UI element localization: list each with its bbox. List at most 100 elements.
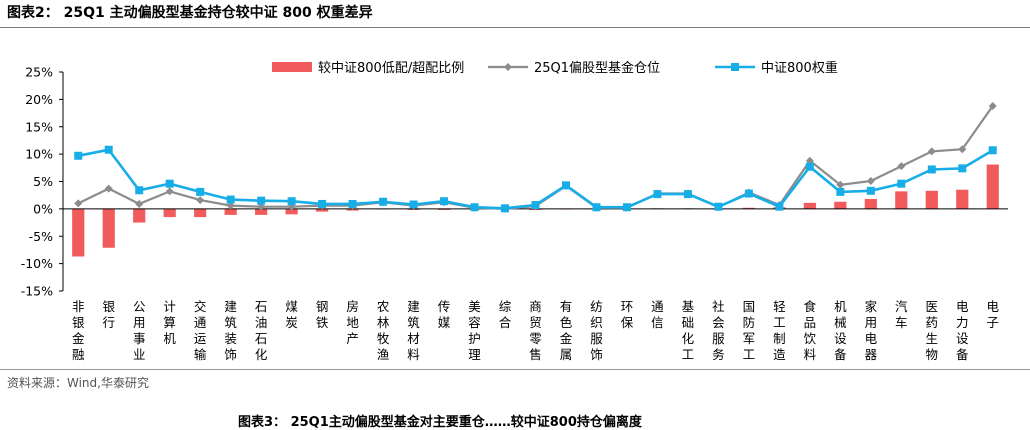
data-point bbox=[897, 162, 906, 171]
x-tick-label: 基础化工 bbox=[682, 299, 695, 362]
bar bbox=[956, 189, 969, 209]
figure-title: 图表2： 25Q1 主动偏股型基金持仓较中证 800 权重差异 bbox=[7, 2, 373, 22]
data-point bbox=[683, 190, 692, 199]
data-point bbox=[988, 146, 997, 155]
data-point bbox=[318, 199, 327, 208]
data-point bbox=[257, 202, 266, 211]
legend-label: 25Q1偏股型基金仓位 bbox=[534, 60, 660, 76]
data-point bbox=[561, 181, 570, 190]
bar bbox=[255, 208, 268, 215]
x-tick-label: 社会服务 bbox=[712, 299, 725, 362]
bar-series bbox=[63, 164, 1008, 257]
bar bbox=[925, 190, 938, 209]
x-tick-label: 钢铁 bbox=[316, 299, 329, 330]
line-series bbox=[74, 101, 997, 213]
x-tick-label: 有色金属 bbox=[560, 299, 573, 362]
x-tick-label: 计算机 bbox=[163, 299, 176, 346]
legend-label: 中证800权重 bbox=[761, 60, 838, 76]
data-point bbox=[104, 145, 113, 154]
series-line bbox=[77, 148, 994, 210]
data-point bbox=[135, 199, 144, 208]
data-point bbox=[805, 156, 814, 165]
bar bbox=[437, 208, 451, 210]
x-tick-label: 石油石化 bbox=[255, 299, 268, 362]
bar bbox=[346, 208, 359, 211]
y-tick-label: -5% bbox=[29, 229, 53, 244]
bar bbox=[864, 199, 877, 209]
x-tick-label: 煤炭 bbox=[285, 299, 298, 330]
bar bbox=[895, 191, 908, 209]
data-point bbox=[866, 186, 875, 195]
data-point bbox=[744, 189, 753, 198]
y-tick-label: 0% bbox=[33, 201, 53, 216]
bar bbox=[316, 208, 329, 212]
legend-item: 25Q1偏股型基金仓位 bbox=[488, 60, 660, 76]
data-point bbox=[927, 165, 936, 174]
x-tick-label: 家用电器 bbox=[865, 299, 878, 362]
x-tick-label: 纺织服饰 bbox=[590, 299, 603, 362]
x-tick-label: 综合 bbox=[499, 299, 512, 330]
index-weight-series bbox=[74, 145, 997, 213]
data-point bbox=[196, 196, 205, 205]
data-point bbox=[958, 164, 967, 173]
legend-item: 较中证800低配/超配比例 bbox=[272, 61, 464, 76]
y-tick-label: 15% bbox=[25, 119, 53, 134]
data-point bbox=[348, 199, 357, 208]
x-tick-label: 公用事业 bbox=[133, 299, 146, 362]
data-point bbox=[531, 201, 540, 210]
x-tick-label: 交通运输 bbox=[194, 299, 207, 362]
x-tick-label: 商贸零售 bbox=[529, 299, 542, 362]
data-point bbox=[226, 201, 235, 210]
y-tick-label: 10% bbox=[25, 147, 53, 162]
bar bbox=[72, 208, 85, 257]
data-point bbox=[287, 197, 296, 206]
data-point bbox=[74, 151, 83, 160]
source-note: 资料来源：Wind,华泰研究 bbox=[7, 376, 149, 390]
x-tick-label: 国防军工 bbox=[743, 299, 756, 362]
legend-item: 中证800权重 bbox=[715, 60, 838, 76]
x-tick-label: 电子 bbox=[987, 299, 1000, 330]
data-point bbox=[775, 202, 784, 211]
x-tick-label: 建筑材料 bbox=[407, 299, 420, 362]
x-tick-label: 机械设备 bbox=[834, 299, 847, 362]
y-tick-label: 5% bbox=[33, 174, 53, 189]
chart: 较中证800低配/超配比例 25Q1偏股型基金仓位 中证800权重 25% 20% 15… bbox=[21, 60, 1008, 362]
x-tick-label: 建筑装饰 bbox=[224, 299, 237, 362]
data-point bbox=[836, 180, 845, 189]
x-tick-label: 房地产 bbox=[346, 299, 359, 346]
y-axis: 25% 20% 15% 10% 5% 0% -5% -10% -15% bbox=[21, 65, 64, 299]
data-point bbox=[440, 197, 449, 206]
data-point bbox=[622, 203, 631, 212]
data-point bbox=[897, 179, 906, 188]
bar bbox=[834, 201, 847, 209]
data-point bbox=[74, 199, 83, 208]
legend-swatch bbox=[272, 62, 312, 72]
bar bbox=[102, 208, 115, 248]
data-point bbox=[836, 187, 845, 196]
footer-divider bbox=[0, 369, 1030, 370]
x-tick-label: 轻工制造 bbox=[773, 299, 786, 362]
data-point bbox=[196, 187, 205, 196]
data-point bbox=[104, 184, 113, 193]
data-point bbox=[257, 196, 266, 205]
data-point bbox=[409, 200, 418, 209]
legend-marker bbox=[504, 63, 512, 71]
data-point bbox=[958, 145, 967, 154]
figure-title-text: 25Q1 主动偏股型基金持仓较中证 800 权重差异 bbox=[63, 5, 373, 21]
title-divider bbox=[0, 27, 1030, 28]
legend-label: 较中证800低配/超配比例 bbox=[318, 61, 464, 76]
data-point bbox=[653, 190, 662, 199]
bar bbox=[742, 207, 755, 209]
data-point bbox=[501, 204, 510, 213]
data-point bbox=[714, 202, 723, 211]
data-point bbox=[805, 162, 814, 171]
data-point bbox=[165, 179, 174, 188]
x-tick-label: 农林牧渔 bbox=[377, 299, 390, 362]
x-tick-label: 环保 bbox=[621, 299, 634, 330]
bar bbox=[285, 208, 298, 215]
x-tick-label: 通信 bbox=[651, 299, 664, 330]
series-line bbox=[77, 105, 994, 211]
bar bbox=[224, 208, 237, 215]
chart-legend: 较中证800低配/超配比例 25Q1偏股型基金仓位 中证800权重 bbox=[272, 60, 838, 76]
legend-marker bbox=[731, 63, 739, 71]
